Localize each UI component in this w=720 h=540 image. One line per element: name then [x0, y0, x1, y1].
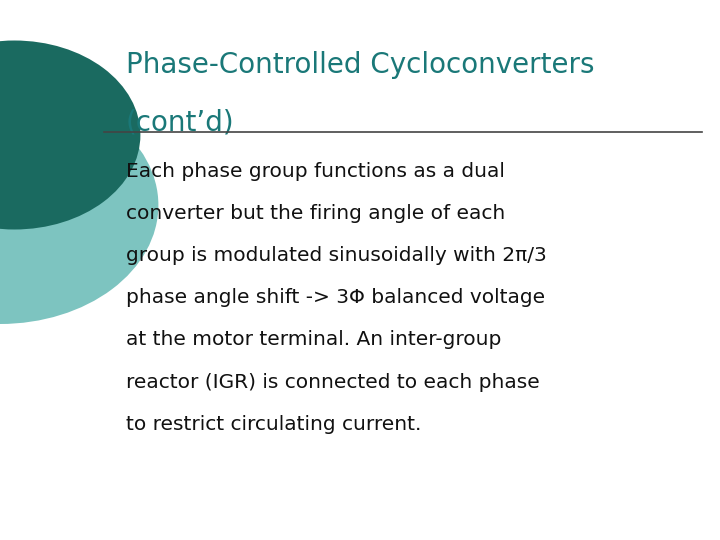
Circle shape	[0, 40, 140, 230]
Text: Phase-Controlled Cycloconverters: Phase-Controlled Cycloconverters	[126, 51, 595, 79]
Text: group is modulated sinusoidally with 2π/3: group is modulated sinusoidally with 2π/…	[126, 246, 546, 265]
Text: to restrict circulating current.: to restrict circulating current.	[126, 415, 421, 434]
Text: (cont’d): (cont’d)	[126, 108, 235, 136]
Text: at the motor terminal. An inter-group: at the motor terminal. An inter-group	[126, 330, 501, 349]
Text: Each phase group functions as a dual: Each phase group functions as a dual	[126, 162, 505, 181]
Text: phase angle shift -> 3Φ balanced voltage: phase angle shift -> 3Φ balanced voltage	[126, 288, 545, 307]
Text: converter but the firing angle of each: converter but the firing angle of each	[126, 204, 505, 223]
Text: reactor (IGR) is connected to each phase: reactor (IGR) is connected to each phase	[126, 373, 540, 392]
Circle shape	[0, 86, 158, 324]
